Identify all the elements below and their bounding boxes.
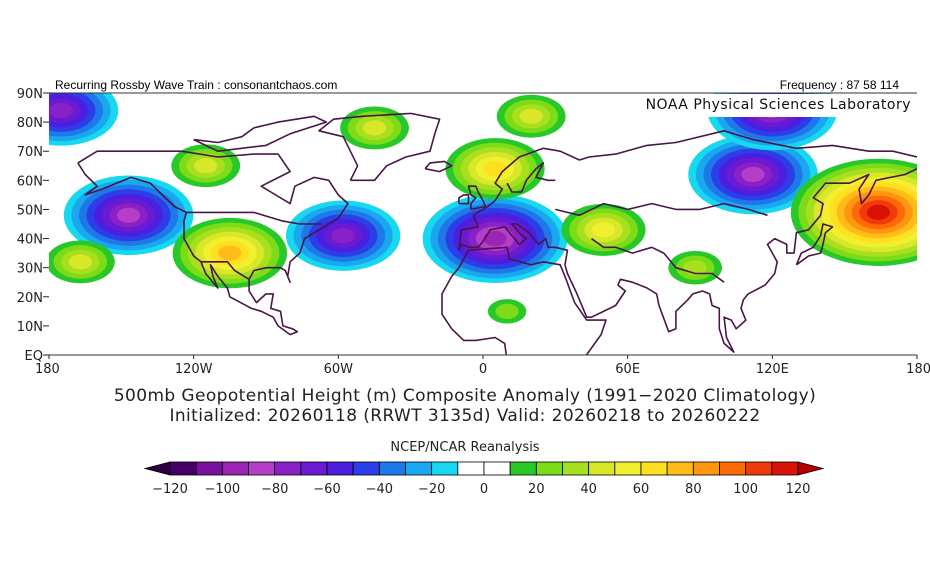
anomaly-contour xyxy=(68,254,92,270)
colorbar-swatch xyxy=(169,461,197,476)
colorbar-swatch xyxy=(719,461,747,476)
colorbar-tick-label: 80 xyxy=(685,482,702,497)
colorbar-swatch xyxy=(248,461,276,476)
colorbar-swatch xyxy=(326,461,354,476)
colorbar-swatch xyxy=(274,461,302,476)
lat-tick-label: EQ xyxy=(25,349,43,364)
colorbar-tick-label: 0 xyxy=(480,482,488,497)
anomaly-contour xyxy=(741,166,765,183)
colorbar-swatch xyxy=(745,461,773,476)
colorbar-swatch xyxy=(483,461,511,476)
lon-tick-label: 180 xyxy=(906,362,930,377)
lat-tick-label: 50N xyxy=(17,203,43,218)
lat-tick-label: 30N xyxy=(17,262,43,277)
lat-tick-label: 20N xyxy=(17,291,43,306)
data-source: NCEP/NCAR Reanalysis xyxy=(390,440,540,455)
coastline xyxy=(458,194,470,205)
colorbar-tick-label: −20 xyxy=(418,482,445,497)
anomaly-field xyxy=(49,93,917,324)
colorbar-swatch xyxy=(614,461,642,476)
coastline xyxy=(591,237,725,283)
colorbar-swatch xyxy=(221,461,249,476)
colorbar-swatch xyxy=(562,461,590,476)
colorbar-swatch xyxy=(640,461,668,476)
anomaly-contour xyxy=(483,161,507,177)
lon-tick-label: 60E xyxy=(615,362,640,377)
anomaly-contour xyxy=(49,102,73,119)
anomaly-contour xyxy=(519,108,543,124)
lat-tick-label: 90N xyxy=(17,87,43,102)
colorbar-over-arrow xyxy=(797,461,825,476)
lat-tick-label: 70N xyxy=(17,145,43,160)
colorbar-tick-label: 60 xyxy=(633,482,650,497)
colorbar-tick-label: 100 xyxy=(733,482,758,497)
anomaly-contour xyxy=(495,303,519,319)
colorbar-tick-label: 20 xyxy=(528,482,545,497)
colorbar-tick-label: −40 xyxy=(366,482,393,497)
map-subtitle: Initialized: 20260118 (RRWT 3135d) Valid… xyxy=(169,406,761,426)
colorbar-tick-label: 120 xyxy=(786,482,811,497)
coastline xyxy=(555,202,768,217)
coastlines xyxy=(77,112,917,355)
lon-tick-label: 120E xyxy=(756,362,789,377)
coastline xyxy=(318,112,441,182)
colorbar-swatch xyxy=(588,461,616,476)
colorbar-swatch xyxy=(692,461,720,476)
longitude-axis: 180 120W 60W 0 60E 120E 180 xyxy=(35,355,930,377)
coastline xyxy=(193,115,328,152)
map-title: 500mb Geopotential Height (m) Composite … xyxy=(113,386,817,406)
colorbar-swatch xyxy=(405,461,433,476)
colorbar-swatch xyxy=(300,461,328,476)
header-credit: Recurring Rossby Wave Train : consonantc… xyxy=(55,78,338,92)
coastline xyxy=(795,223,834,266)
lon-tick-label: 120W xyxy=(175,362,213,377)
coastline xyxy=(441,249,508,355)
lon-tick-label: 60W xyxy=(324,362,354,377)
anomaly-contour xyxy=(194,158,218,174)
lab-label: NOAA Physical Sciences Laboratory xyxy=(578,94,917,117)
coastline xyxy=(424,160,453,173)
coastline xyxy=(468,246,607,355)
colorbar-under-arrow xyxy=(143,461,171,476)
colorbar-tick-label: −60 xyxy=(313,482,340,497)
colorbar-tick-label: −100 xyxy=(204,482,240,497)
anomaly-contour xyxy=(591,222,616,238)
latitude-axis: 90N 80N 70N 60N 50N 40N 30N 20N 10N EQ xyxy=(17,87,49,364)
coastline xyxy=(458,130,917,251)
anomaly-contour xyxy=(331,228,355,244)
lon-tick-label: 0 xyxy=(479,362,487,377)
colorbar-swatch xyxy=(509,461,537,476)
colorbar-swatch xyxy=(771,461,799,476)
colorbar-tick-label: −80 xyxy=(261,482,288,497)
anomaly-contour xyxy=(866,204,891,220)
anomaly-contour xyxy=(362,120,387,136)
coastline xyxy=(467,185,487,211)
colorbar: −120 −100 −80 −60 −40 −20 0 20 40 60 80 100 120 xyxy=(143,461,825,497)
anomaly-contour xyxy=(116,207,141,223)
anomaly-contour xyxy=(483,230,507,247)
lat-tick-label: 40N xyxy=(17,233,43,248)
coastline xyxy=(506,162,556,193)
lat-tick-label: 10N xyxy=(17,320,43,335)
colorbar-swatch xyxy=(378,461,406,476)
colorbar-swatch xyxy=(431,461,459,476)
coastline xyxy=(186,211,322,225)
colorbar-swatch xyxy=(666,461,694,476)
lat-tick-label: 60N xyxy=(17,174,43,189)
colorbar-tick-label: 40 xyxy=(580,482,597,497)
header-frequency: Frequency : 87 58 114 xyxy=(779,78,899,92)
coastline xyxy=(200,261,250,280)
lat-tick-label: 80N xyxy=(17,116,43,131)
colorbar-tick-label: −120 xyxy=(152,482,188,497)
colorbar-swatch xyxy=(457,461,485,476)
colorbar-swatch xyxy=(535,461,563,476)
anomaly-contour xyxy=(218,245,242,261)
lon-tick-label: 180 xyxy=(35,362,60,377)
colorbar-swatch xyxy=(352,461,380,476)
coastline xyxy=(458,167,917,353)
colorbar-swatch xyxy=(195,461,223,476)
coastline xyxy=(77,150,349,336)
